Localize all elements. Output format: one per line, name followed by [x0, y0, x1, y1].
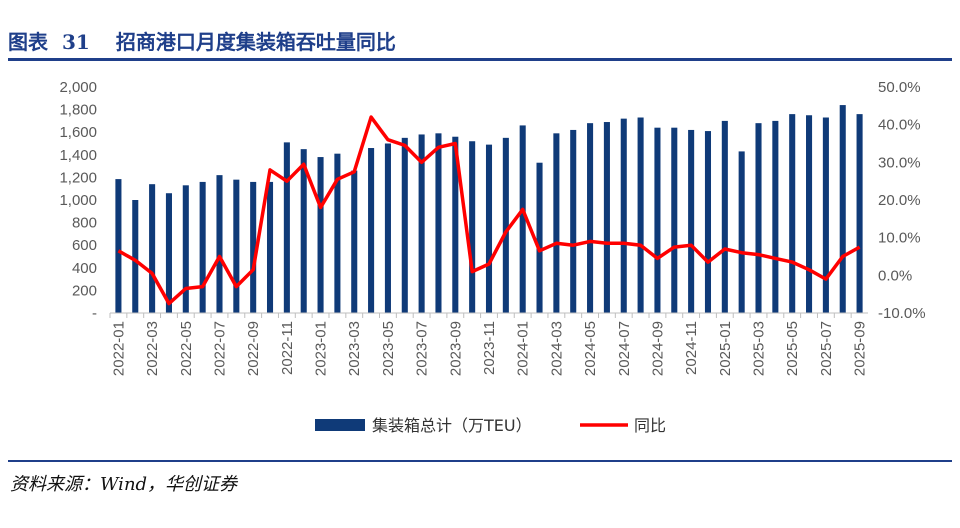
x-tick-label: 2024-07	[616, 321, 633, 376]
chart-title: 图表 31 招商港口月度集装箱吞吐量同比	[8, 26, 396, 55]
bar-2024-05	[587, 123, 594, 313]
title-text: 招商港口月度集装箱吞吐量同比	[115, 30, 396, 54]
bar-2022-08	[233, 179, 240, 313]
bar-2023-07	[418, 134, 425, 313]
bar-2024-11	[688, 129, 695, 313]
y-right-tick-label: 10.0%	[878, 230, 921, 247]
bar-2024-08	[637, 117, 644, 313]
bar-2023-06	[401, 137, 408, 313]
bar-2024-09	[654, 127, 661, 314]
y-left-tick-label: 1,600	[59, 124, 97, 141]
bar-2024-01	[519, 125, 526, 313]
bar-2022-06	[199, 181, 206, 313]
bar-2023-12	[502, 137, 509, 313]
bar-2023-03	[351, 170, 358, 313]
x-tick-label: 2022-09	[245, 321, 262, 376]
bar-2024-06	[603, 122, 610, 313]
bar-2025-09	[856, 114, 863, 314]
bar-2023-04	[368, 148, 375, 313]
bar-2024-07	[620, 118, 627, 313]
bar-2025-04	[772, 120, 779, 314]
y-left-tick-label: 1,200	[59, 169, 97, 186]
title-rule	[8, 58, 952, 61]
bar-2022-09	[250, 181, 257, 313]
x-tick-label: 2022-05	[178, 321, 195, 376]
bar-2022-03	[149, 184, 156, 313]
y-left-tick-label: 1,000	[59, 192, 97, 209]
bar-2023-09	[452, 136, 459, 313]
legend-label-line: 同比	[634, 416, 666, 435]
bar-2022-04	[165, 193, 172, 313]
bar-2022-07	[216, 175, 223, 313]
x-tick-label: 2024-01	[515, 321, 532, 376]
source-note: 资料来源：Wind，华创证券	[10, 474, 238, 495]
bar-2022-12	[300, 149, 307, 313]
y-right-tick-label: 30.0%	[878, 154, 921, 171]
x-tick-label: 2025-05	[784, 321, 801, 376]
bar-2022-10	[266, 181, 274, 313]
bar-2025-06	[806, 115, 813, 313]
bar-2024-04	[570, 129, 577, 313]
bar-2025-08	[839, 105, 846, 313]
y-left-tick-label: 1,400	[59, 147, 97, 164]
bar-2023-08	[435, 133, 442, 313]
x-tick-label: 2024-09	[649, 321, 666, 376]
chart-canvas: - 200 400 600 800 1,000 1,200 1,400 1,600 1,800 2,…	[59, 79, 926, 435]
bar-2025-05	[789, 114, 796, 314]
source-rule	[8, 460, 952, 462]
bar-2024-02	[536, 162, 543, 313]
bar-2023-10	[469, 141, 476, 313]
y-right-tick-label: 0.0%	[878, 267, 912, 284]
x-tick-label: 2023-01	[313, 321, 330, 376]
bar-2023-02	[334, 153, 341, 313]
y-right-tick-label: -10.0%	[878, 305, 926, 322]
y-left-tick-label: 600	[72, 237, 97, 254]
y-left-tick-label: 1,800	[59, 102, 97, 119]
y-left-tick-label: -	[92, 305, 97, 322]
x-tick-label: 2024-03	[548, 321, 565, 376]
bar-2025-01	[721, 120, 728, 314]
legend-label-bar: 集装箱总计（万TEU）	[372, 416, 532, 435]
legend-swatch-bar	[315, 419, 365, 431]
y-left-tick-label: 400	[72, 260, 97, 277]
x-tick-label: 2025-09	[852, 321, 869, 376]
x-tick-label: 2023-11	[481, 321, 498, 375]
y-right-tick-label: 20.0%	[878, 192, 921, 209]
bar-2024-03	[553, 133, 560, 313]
bar-2023-01	[317, 157, 324, 313]
x-tick-label: 2025-01	[717, 321, 734, 376]
x-tick-label: 2024-11	[683, 321, 700, 375]
x-tick-label: 2023-09	[447, 321, 464, 376]
x-tick-label: 2025-07	[818, 321, 835, 376]
bar-2025-07	[822, 117, 829, 313]
y-left-tick-label: 800	[72, 215, 97, 232]
y-left-tick-label: 200	[72, 282, 97, 299]
x-tick-label: 2022-01	[110, 321, 127, 376]
x-tick-label: 2022-07	[211, 321, 228, 376]
bar-2023-11	[485, 144, 493, 313]
bar-2025-03	[755, 123, 762, 313]
bar-2022-05	[182, 185, 189, 313]
x-tick-label: 2022-11	[279, 321, 296, 375]
bar-2024-10	[671, 127, 678, 314]
bar-2022-01	[115, 179, 122, 313]
bar-2022-11	[283, 142, 290, 313]
bar-2022-02	[132, 200, 139, 313]
y-right-tick-label: 50.0%	[878, 79, 921, 96]
x-tick-label: 2022-03	[144, 321, 161, 376]
bar-2023-05	[384, 143, 391, 313]
x-tick-label: 2024-05	[582, 321, 599, 376]
title-number: 31	[62, 30, 90, 54]
x-tick-label: 2023-03	[346, 321, 363, 376]
x-tick-label: 2023-05	[380, 321, 397, 376]
x-tick-label: 2025-03	[751, 321, 768, 376]
bar-2024-12	[704, 131, 712, 313]
bar-2025-02	[738, 151, 745, 313]
title-prefix: 图表	[8, 30, 48, 54]
y-left-tick-label: 2,000	[59, 79, 97, 96]
y-right-tick-label: 40.0%	[878, 117, 921, 134]
line-yoy	[117, 115, 861, 306]
x-tick-label: 2023-07	[414, 321, 431, 376]
